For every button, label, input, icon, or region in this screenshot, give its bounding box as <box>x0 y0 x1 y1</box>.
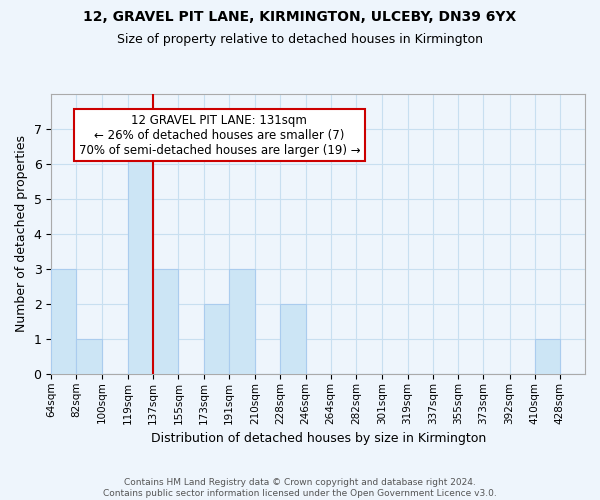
Text: Size of property relative to detached houses in Kirmington: Size of property relative to detached ho… <box>117 32 483 46</box>
Bar <box>51 269 76 374</box>
Y-axis label: Number of detached properties: Number of detached properties <box>15 136 28 332</box>
Bar <box>153 269 178 374</box>
Bar <box>229 269 255 374</box>
Bar <box>76 339 101 374</box>
Text: Contains HM Land Registry data © Crown copyright and database right 2024.
Contai: Contains HM Land Registry data © Crown c… <box>103 478 497 498</box>
Text: 12 GRAVEL PIT LANE: 131sqm
← 26% of detached houses are smaller (7)
70% of semi-: 12 GRAVEL PIT LANE: 131sqm ← 26% of deta… <box>79 114 360 156</box>
Bar <box>203 304 229 374</box>
Bar <box>280 304 305 374</box>
Text: 12, GRAVEL PIT LANE, KIRMINGTON, ULCEBY, DN39 6YX: 12, GRAVEL PIT LANE, KIRMINGTON, ULCEBY,… <box>83 10 517 24</box>
Bar <box>128 129 153 374</box>
Bar <box>535 339 560 374</box>
X-axis label: Distribution of detached houses by size in Kirmington: Distribution of detached houses by size … <box>151 432 486 445</box>
